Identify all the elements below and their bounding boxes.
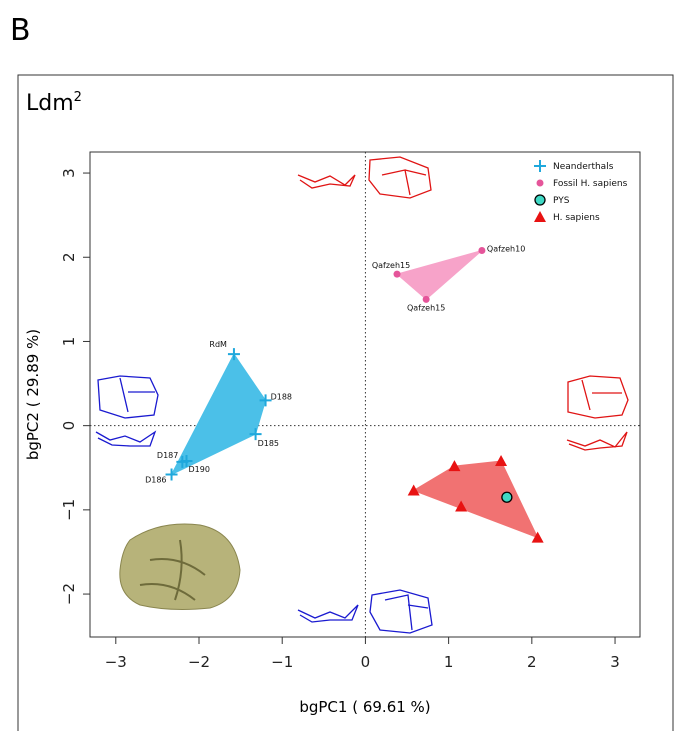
marker: [227, 348, 240, 361]
x-tick-label: −1: [271, 653, 293, 671]
marker: [531, 531, 544, 543]
legend-label: PYS: [553, 196, 570, 206]
y-tick-label: −1: [60, 499, 78, 521]
marker: [534, 160, 546, 172]
legend-label: H. sapiens: [553, 213, 600, 223]
marker: [534, 211, 546, 222]
point-label: D187: [157, 451, 178, 460]
point-label: Qafzeh15: [372, 261, 410, 270]
y-tick-label: 1: [60, 337, 78, 347]
marker: [249, 428, 262, 441]
y-tick-label: 0: [60, 421, 78, 431]
hull: [396, 250, 483, 301]
marker: [495, 455, 508, 467]
marker: [393, 270, 401, 278]
x-tick-label: 3: [610, 653, 620, 671]
marker: [422, 295, 430, 303]
point-label: D190: [189, 465, 210, 474]
marker: [407, 484, 420, 496]
marker: [455, 500, 468, 512]
marker: [534, 194, 546, 206]
tooth-image: [119, 523, 241, 610]
marker: [176, 455, 189, 468]
point-label: RdM: [209, 340, 227, 349]
y-tick-label: −2: [60, 583, 78, 605]
panel-frame: [17, 74, 674, 735]
point-label: Qafzeh10: [487, 245, 525, 254]
marker: [536, 179, 544, 187]
outlines: [95, 156, 629, 634]
point-label: D185: [258, 439, 279, 448]
x-tick-label: 0: [361, 653, 371, 671]
point-label: D186: [145, 475, 166, 484]
marker: [501, 491, 513, 503]
y-tick-label: 3: [60, 168, 78, 178]
marker: [448, 460, 461, 472]
hull: [412, 460, 539, 539]
x-tick-label: −2: [188, 653, 210, 671]
y-tick-label: 2: [60, 252, 78, 262]
point-label: D188: [271, 392, 292, 401]
y-axis-label: bgPC2 ( 29.89 %): [24, 329, 42, 460]
panel-label: B: [10, 13, 31, 48]
point-label: Qafzeh15: [407, 303, 445, 312]
x-axis-label: bgPC1 ( 69.61 %): [299, 698, 430, 716]
marker: [165, 468, 178, 481]
marker: [259, 394, 272, 407]
legend-label: Neanderthals: [553, 162, 614, 172]
x-tick-label: −3: [105, 653, 127, 671]
legend-label: Fossil H. sapiens: [553, 179, 628, 189]
marker: [478, 247, 486, 255]
x-tick-label: 1: [444, 653, 454, 671]
x-tick-label: 2: [527, 653, 537, 671]
chart-title: Ldm2: [26, 90, 82, 116]
